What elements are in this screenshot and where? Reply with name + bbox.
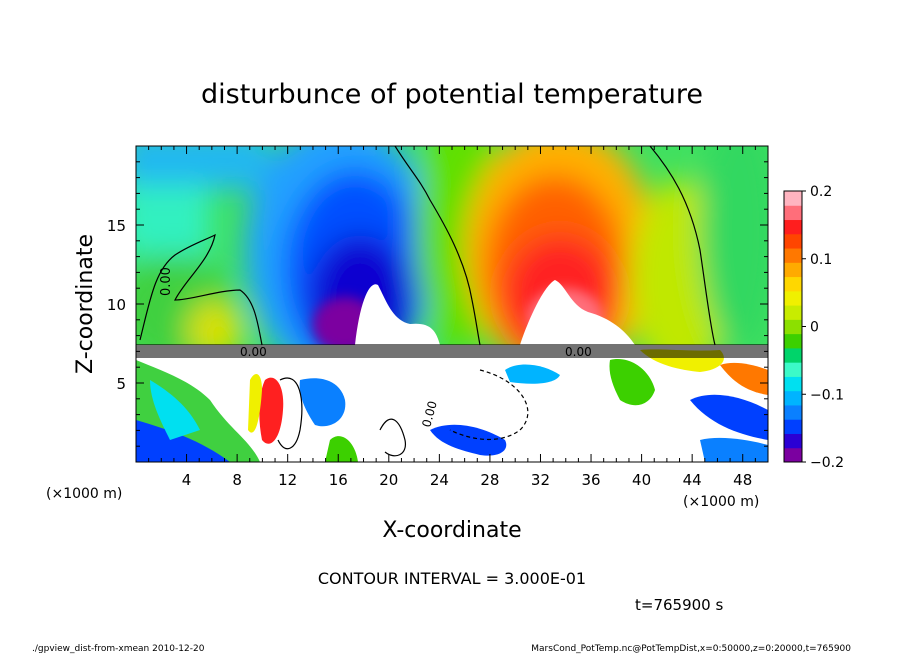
x-tick-label: 12 [278, 471, 297, 489]
colorbar-swatch [784, 404, 802, 420]
x-tick-label: 24 [430, 471, 449, 489]
colorbar-tick-label: −0.1 [810, 387, 844, 403]
lower-blue-bottom-right [700, 437, 768, 462]
x-tick-label: 28 [480, 471, 499, 489]
colorbar-swatch [784, 433, 802, 449]
colorbar [784, 191, 802, 463]
x-tick-label: 32 [531, 471, 550, 489]
colorbar-swatch [784, 347, 802, 363]
footer-left: ./gpview_dist-from-xmean 2010-12-20 [32, 644, 205, 654]
colorbar-swatch [784, 191, 802, 206]
contour-lower-dashed [449, 369, 529, 441]
contour-lines [139, 146, 716, 457]
time-text: t=765900 s [635, 596, 723, 614]
lower-blue-center [430, 424, 507, 456]
x-tick-label: 48 [733, 471, 752, 489]
colorbar-swatch [784, 219, 802, 235]
contour-label-2: 0.00 [240, 345, 267, 359]
contour-zero-far-right [649, 146, 716, 346]
x-tick-label: 44 [683, 471, 702, 489]
plot-area: 0.00 0.00 0.00 0.00 [136, 146, 768, 462]
x-units-left: (×1000 m) [46, 486, 122, 502]
x-tick-label: 20 [379, 471, 398, 489]
y-tick-label: 15 [107, 217, 126, 235]
y-axis: 5 10 15 [107, 161, 768, 447]
x-tick-label: 8 [232, 471, 242, 489]
colorbar-swatch [784, 333, 802, 349]
white-region-right [520, 280, 635, 345]
colorbar-swatch [784, 305, 802, 320]
contour-label-3: 0.00 [565, 345, 592, 359]
colorbar-ticks: 0.2 0.1 0 −0.1 −0.2 [802, 184, 844, 471]
colorbar-swatch [784, 319, 802, 335]
contour-label-1: 0.00 [159, 267, 174, 296]
colorbar-swatch [784, 362, 802, 377]
y-axis-label: Z-coordinate [73, 234, 98, 374]
lower-green-mid [325, 436, 358, 462]
field-left-cyan [136, 185, 210, 255]
x-tick-label: 4 [182, 471, 192, 489]
lower-cyan-left [150, 380, 200, 440]
lower-blue-right [690, 394, 768, 440]
colorbar-swatch [784, 233, 802, 249]
colorbar-swatch [784, 262, 802, 278]
lower-blue-mid [299, 378, 346, 427]
field-right-green [700, 146, 768, 350]
colorbar-tick-label: 0.1 [810, 252, 832, 268]
contour-label-4: 0.00 [419, 399, 439, 428]
y-units-right: (×1000 m) [683, 494, 759, 510]
colorbar-swatch [784, 290, 802, 306]
lower-red-left [259, 377, 284, 444]
colorbar-swatch [784, 390, 802, 406]
colorbar-swatch [784, 376, 802, 392]
colorbar-tick-label: −0.2 [810, 455, 844, 471]
colorbar-swatch [784, 276, 802, 292]
chart-title: disturbunce of potential temperature [201, 79, 703, 110]
white-region-left [355, 284, 440, 345]
colorbar-swatch [784, 419, 802, 434]
colorbar-swatch [784, 447, 802, 463]
x-tick-label: 16 [329, 471, 348, 489]
contour-interval-text: CONTOUR INTERVAL = 3.000E-01 [318, 569, 586, 588]
footer-right: MarsCond_PotTemp.nc@PotTempDist,x=0:5000… [531, 644, 851, 654]
lower-orange-right [720, 362, 768, 395]
lower-cyan-center [505, 364, 560, 384]
lower-yellow-mid [248, 374, 262, 433]
contour-lower-left [277, 377, 303, 450]
x-tick-label: 40 [632, 471, 651, 489]
x-axis: 4 8 12 16 20 24 28 32 36 40 44 48 [148, 146, 756, 489]
colorbar-swatch [784, 248, 802, 263]
x-tick-label: 36 [581, 471, 600, 489]
contour-lower-center [379, 418, 407, 457]
y-tick-label: 5 [116, 375, 126, 393]
x-axis-label: X-coordinate [382, 518, 521, 543]
colorbar-swatch [784, 205, 802, 221]
boundary-layer-band [136, 344, 768, 358]
lower-green-right [609, 359, 655, 406]
y-tick-label: 10 [107, 296, 126, 314]
lower-blue-left [136, 420, 230, 462]
colorbar-tick-label: 0.2 [810, 184, 832, 200]
colorbar-tick-label: 0 [810, 320, 819, 336]
contour-zero-right [394, 146, 481, 346]
lower-field [136, 345, 768, 462]
contour-zero-left [139, 233, 263, 346]
field-top-left [136, 146, 270, 190]
